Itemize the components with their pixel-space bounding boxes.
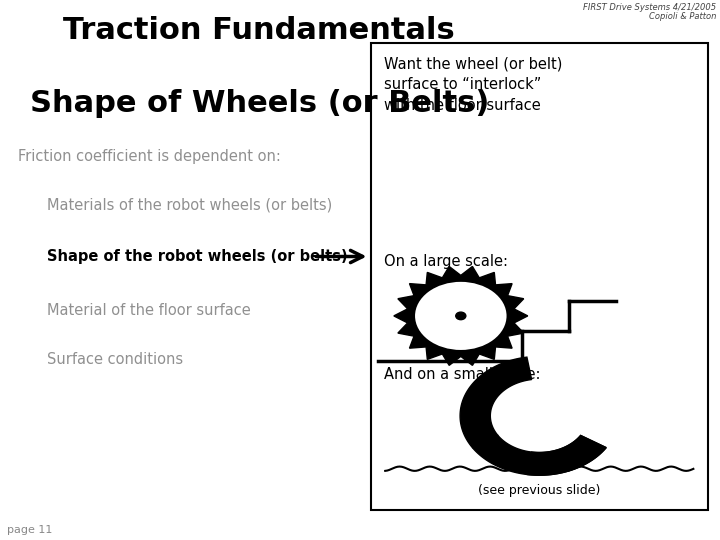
Text: (see previous slide): (see previous slide) xyxy=(478,484,600,497)
Text: Traction Fundamentals: Traction Fundamentals xyxy=(63,16,455,45)
Text: page 11: page 11 xyxy=(7,524,53,535)
Text: Shape of Wheels (or Belts): Shape of Wheels (or Belts) xyxy=(30,89,489,118)
Text: On a large scale:: On a large scale: xyxy=(384,254,508,269)
Text: Materials of the robot wheels (or belts): Materials of the robot wheels (or belts) xyxy=(47,198,332,213)
Bar xyxy=(371,43,708,510)
Polygon shape xyxy=(527,435,606,475)
Text: Shape of the robot wheels (or belts): Shape of the robot wheels (or belts) xyxy=(47,249,348,264)
Polygon shape xyxy=(394,266,528,366)
Text: Copioli & Patton: Copioli & Patton xyxy=(649,12,716,21)
Text: And on a small scale:: And on a small scale: xyxy=(384,367,540,382)
Polygon shape xyxy=(460,357,531,448)
Text: Surface conditions: Surface conditions xyxy=(47,352,183,367)
Text: Friction coefficient is dependent on:: Friction coefficient is dependent on: xyxy=(18,149,281,164)
Text: Want the wheel (or belt)
surface to “interlock”
with the floor surface: Want the wheel (or belt) surface to “int… xyxy=(384,57,562,112)
Text: Material of the floor surface: Material of the floor surface xyxy=(47,303,251,318)
Circle shape xyxy=(456,312,466,320)
Polygon shape xyxy=(472,435,606,475)
Circle shape xyxy=(414,281,508,351)
Text: FIRST Drive Systems 4/21/2005: FIRST Drive Systems 4/21/2005 xyxy=(583,3,716,12)
